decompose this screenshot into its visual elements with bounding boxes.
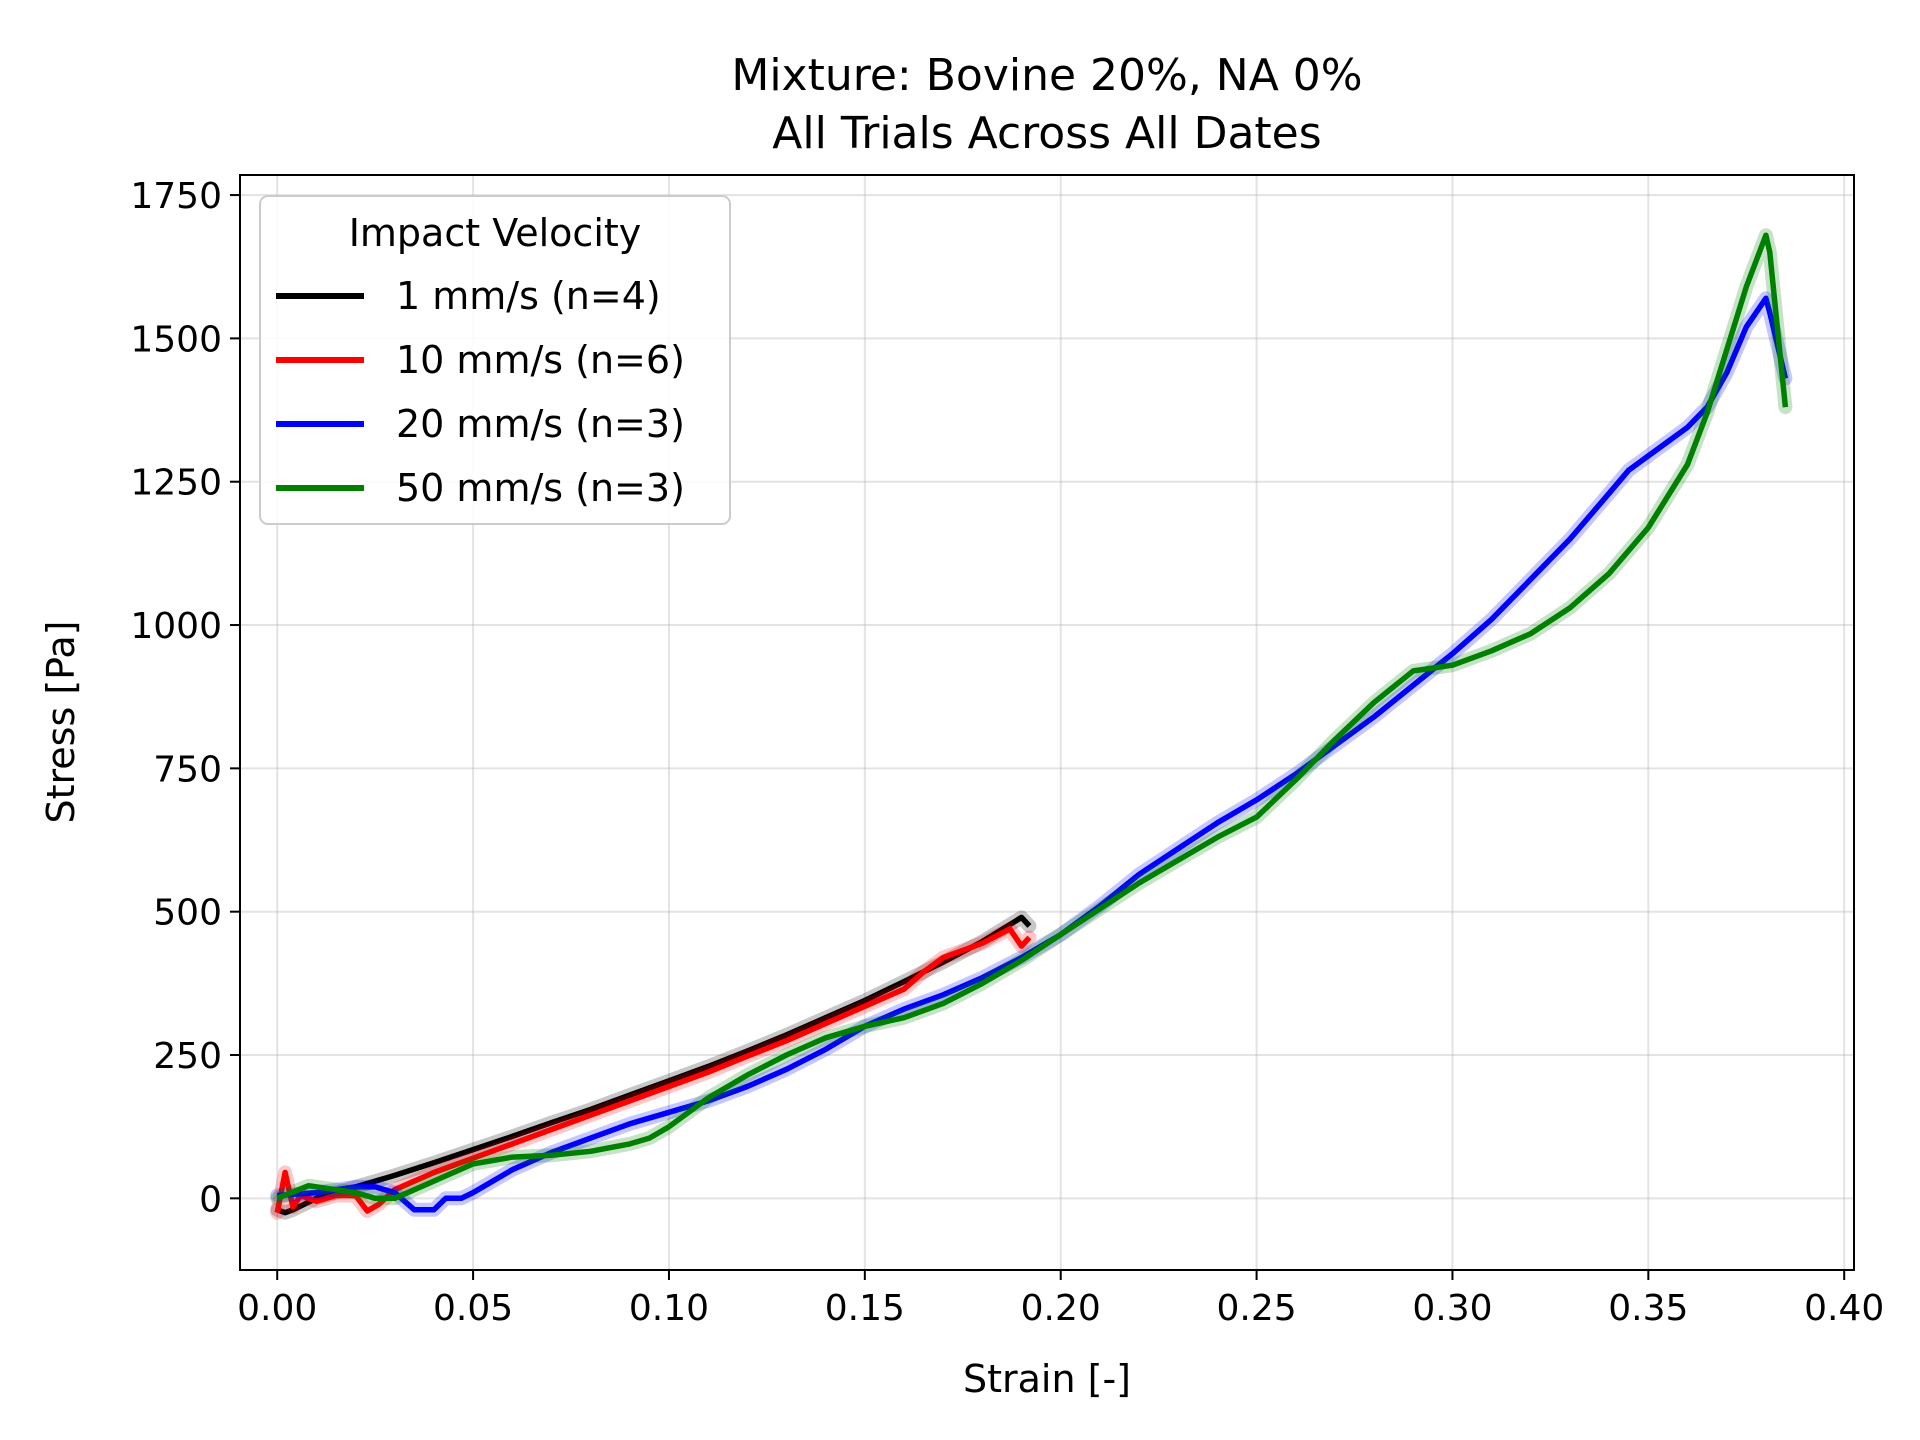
y-tick-label: 500 — [153, 893, 222, 934]
x-tick-label: 0.40 — [1804, 1288, 1884, 1329]
y-tick-label: 1500 — [130, 319, 222, 360]
y-axis-label: Stress [Pa] — [39, 620, 83, 823]
legend-title: Impact Velocity — [349, 211, 642, 255]
x-axis-label: Strain [-] — [963, 1357, 1131, 1401]
legend: Impact Velocity 1 mm/s (n=4) 10 mm/s (n=6… — [259, 195, 731, 525]
legend-label-0: 1 mm/s (n=4) — [396, 274, 661, 318]
x-tick-label: 0.15 — [825, 1288, 905, 1329]
chart-title: Mixture: Bovine 20%, NA 0% — [731, 50, 1362, 101]
y-tick-label: 1250 — [130, 463, 222, 504]
y-tick-label: 1750 — [130, 176, 222, 217]
x-tick-label: 0.00 — [237, 1288, 317, 1329]
chart-subtitle: All Trials Across All Dates — [772, 108, 1321, 159]
legend-label-1: 10 mm/s (n=6) — [396, 338, 685, 382]
series-line-1 — [274, 926, 1032, 1214]
x-tick-label: 0.05 — [433, 1288, 513, 1329]
x-tick-label: 0.25 — [1217, 1288, 1297, 1329]
series-line-3 — [276, 232, 1789, 1202]
legend-label-3: 50 mm/s (n=3) — [396, 466, 685, 510]
legend-box — [259, 195, 731, 525]
y-tick-label: 750 — [153, 749, 222, 790]
x-tick-label: 0.20 — [1021, 1288, 1101, 1329]
y-tick-label: 0 — [199, 1179, 222, 1220]
title-group: Mixture: Bovine 20%, NA 0% All Trials Ac… — [731, 50, 1362, 159]
legend-entries: 1 mm/s (n=4) 10 mm/s (n=6) 20 mm/s (n=3) 50… — [276, 274, 685, 510]
x-tick-label: 0.30 — [1412, 1288, 1492, 1329]
x-ticks: 0.00 0.05 0.10 0.15 0.20 0.25 0.30 0.35 0.40 — [237, 1270, 1884, 1329]
plot-frame — [239, 174, 1855, 1271]
legend-label-2: 20 mm/s (n=3) — [396, 402, 685, 446]
y-tick-label: 250 — [153, 1036, 222, 1077]
y-ticks: 0 250 500 750 1000 1250 1500 1750 — [130, 176, 240, 1220]
y-tick-label: 1000 — [130, 606, 222, 647]
series-lines — [270, 228, 1793, 1220]
x-tick-label: 0.10 — [629, 1288, 709, 1329]
x-tick-label: 0.35 — [1608, 1288, 1688, 1329]
